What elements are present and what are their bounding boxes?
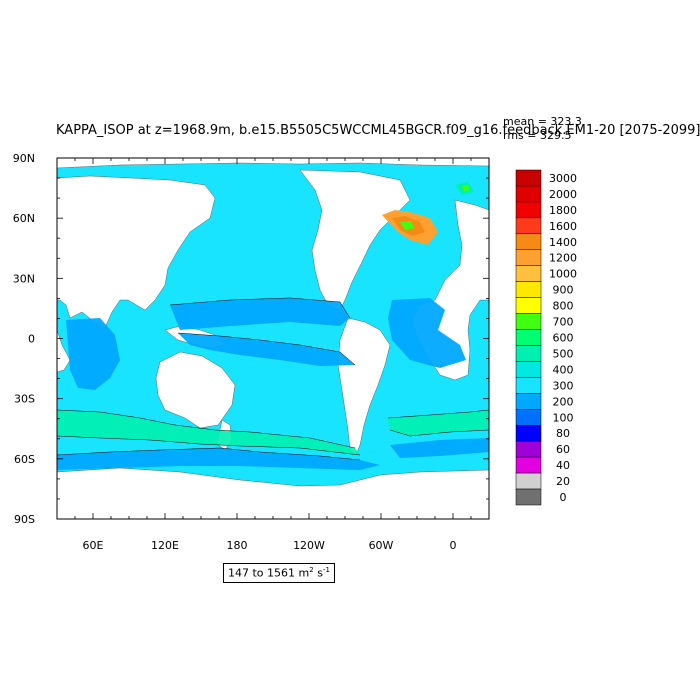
mean-label: mean = 323.3: [503, 115, 582, 128]
y-tick-label: 0: [28, 333, 35, 346]
colorbar-label: 800: [553, 300, 574, 313]
colorbar: 3000200018001600140012001000900800700600…: [515, 169, 577, 506]
y-tick-label: 90S: [14, 513, 35, 526]
range-unit-exp-1: 2: [309, 566, 314, 574]
colorbar-label: 600: [553, 332, 574, 345]
colorbar-swatch: [515, 185, 542, 203]
colorbar-label: 3000: [549, 172, 577, 185]
colorbar-swatch: [515, 265, 542, 282]
contour-lines: [56, 297, 490, 461]
colorbar-label: 40: [556, 459, 570, 472]
colorbar-swatch: [515, 456, 542, 474]
y-tick-label: 60S: [14, 453, 35, 466]
y-tick-label: 90N: [13, 152, 35, 165]
rms-label: rms = 329.5: [503, 129, 572, 142]
land-asia: [56, 175, 216, 331]
colorbar-swatch: [515, 233, 542, 251]
land-south-america: [337, 317, 391, 456]
colorbar-label: 300: [553, 379, 574, 392]
colorbar-swatch: [515, 409, 542, 426]
colorbar-label: 1600: [549, 220, 577, 233]
plot-title: KAPPA_ISOP at z=1968.9m, b.e15.B5505C5WC…: [56, 123, 700, 138]
colorbar-label: 0: [560, 491, 567, 504]
colorbar-swatch: [515, 169, 542, 187]
colorbar-swatch: [515, 424, 542, 442]
colorbar-swatch: [515, 440, 542, 458]
colorbar-label: 1000: [549, 268, 577, 281]
colorbar-label: 20: [556, 475, 570, 488]
colorbar-label: 700: [553, 316, 574, 329]
range-label: 147 to 1561 m2 s-1: [223, 563, 335, 583]
y-tick-label: 30S: [14, 393, 35, 406]
x-tick-label: 60E: [83, 539, 104, 552]
colorbar-swatch: [515, 313, 542, 330]
colorbar-swatch: [515, 345, 542, 362]
colorbar-swatch: [515, 393, 542, 410]
colorbar-label: 60: [556, 443, 570, 456]
colorbar-label: 500: [553, 347, 574, 360]
colorbar-label: 900: [553, 284, 574, 297]
x-tick-label: 0: [450, 539, 457, 552]
range-unit-exp-2: -1: [322, 566, 330, 574]
colorbar-swatch: [515, 217, 542, 235]
colorbar-label: 1800: [549, 204, 577, 217]
colorbar-label: 400: [553, 363, 574, 376]
y-tick-label: 60N: [13, 212, 35, 225]
colorbar-swatch: [515, 329, 542, 346]
colorbar-label: 100: [553, 411, 574, 424]
colorbar-swatch: [515, 488, 542, 506]
colorbar-swatch: [515, 377, 542, 394]
colorbar-label: 80: [556, 427, 570, 440]
band-200-300: [57, 298, 489, 470]
range-text: 147 to 1561 m: [228, 566, 310, 580]
colorbar-swatch: [515, 249, 542, 266]
land-australia: [155, 351, 236, 429]
land-masses: [56, 157, 490, 520]
x-tick-label: 120E: [151, 539, 179, 552]
hotspot-north-atlantic: [382, 182, 474, 245]
colorbar-swatch: [515, 361, 542, 378]
x-tick-label: 180: [227, 539, 248, 552]
colorbar-swatch: [515, 281, 542, 298]
x-tick-label: 60W: [369, 539, 394, 552]
range-unit-mid: s: [313, 566, 323, 580]
colorbar-swatch: [515, 472, 542, 490]
land-north-america: [299, 169, 411, 311]
colorbar-swatch: [515, 297, 542, 314]
plot-frame: 60E 120E 180 120W 60W 0 90N 60N 30N 0 30S 60S 90S: [13, 152, 490, 552]
colorbar-swatch: [515, 201, 542, 219]
colorbar-label: 200: [553, 395, 574, 408]
colorbar-label: 1400: [549, 236, 577, 249]
x-tick-label: 120W: [293, 539, 325, 552]
colorbar-label: 1200: [549, 252, 577, 265]
band-400-500: [57, 410, 489, 455]
y-tick-label: 30N: [13, 272, 35, 285]
colorbar-label: 2000: [549, 188, 577, 201]
